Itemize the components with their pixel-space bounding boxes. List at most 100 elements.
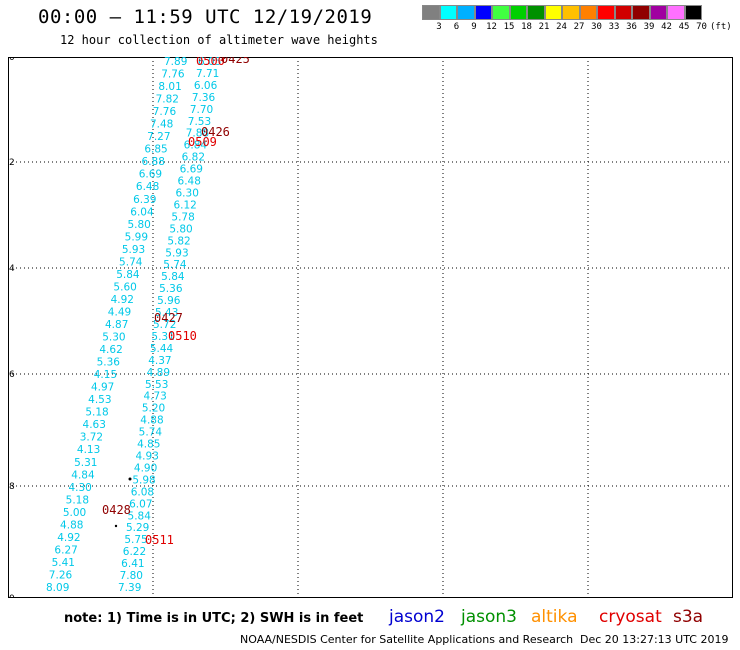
wave-height-label: 4.73 <box>143 391 166 403</box>
wave-height-label: 7.76 <box>161 69 185 81</box>
wave-height-label: 5.84 <box>116 269 140 281</box>
wave-height-label: 5.41 <box>52 557 75 569</box>
wave-height-label: 5.00 <box>63 507 86 519</box>
wave-height-label: 4.37 <box>148 355 171 367</box>
wave-height-label: 3.72 <box>80 432 103 444</box>
wave-height-label: 6.12 <box>173 199 196 211</box>
wave-height-label: 7.82 <box>156 94 179 106</box>
legend-cryosat: cryosat <box>599 607 662 627</box>
wave-height-label: 4.84 <box>71 469 95 481</box>
wave-height-label: 5.93 <box>122 244 145 256</box>
legend-altika: altika <box>531 607 578 627</box>
color-scale-swatch <box>509 5 527 20</box>
wave-height-label: 4.88 <box>60 519 83 531</box>
color-scale-label: 33 <box>608 22 620 32</box>
color-scale-label: 45 <box>678 22 690 32</box>
wave-height-label: 4.97 <box>91 382 114 394</box>
color-scale-label: 36 <box>626 22 637 32</box>
wave-height-label: 5.53 <box>145 379 168 391</box>
wave-height-label: 7.80 <box>120 570 143 582</box>
wave-height-label: 5.96 <box>157 295 181 307</box>
page-title: 00:00 – 11:59 UTC 12/19/2019 <box>38 6 373 28</box>
color-scale-swatch <box>544 5 562 20</box>
wave-height-label: 4.53 <box>88 394 111 406</box>
wave-height-label: 5.84 <box>161 271 185 283</box>
wave-height-label: 6.69 <box>180 164 203 176</box>
lat-tick-label: -36 <box>8 370 15 380</box>
wave-height-label: 7.39 <box>118 582 141 594</box>
color-scale-swatch <box>474 5 492 20</box>
track-marker-dot <box>114 524 118 528</box>
wave-height-label: 6.82 <box>182 152 205 164</box>
wave-height-label: 5.18 <box>66 494 89 506</box>
color-scale-label: 9 <box>471 22 477 32</box>
wave-height-label: 5.80 <box>127 219 150 231</box>
color-scale-label: 42 <box>661 22 672 32</box>
color-scale-label: 12 <box>486 22 497 32</box>
wave-height-label: 4.30 <box>68 482 91 494</box>
color-scale-swatch <box>632 5 650 20</box>
color-scale-label: 15 <box>503 22 515 32</box>
wave-height-label: 7.76 <box>153 106 177 118</box>
color-scale-swatch <box>457 5 475 20</box>
wave-height-label: 4.92 <box>57 532 80 544</box>
color-scale-labels: 3 6 9 12 15 18 21 24 27 30 33 36 39 42 45 70 (ft) <box>422 22 740 34</box>
wave-height-label: 7.48 <box>150 119 173 131</box>
wave-height-label: 4.93 <box>136 451 159 463</box>
wave-height-label: 5.78 <box>171 211 194 223</box>
lat-tick-label: -32 <box>8 158 15 168</box>
wave-height-label: 5.93 <box>165 247 188 259</box>
wave-height-label: 5.36 <box>159 283 183 295</box>
wave-height-label: 6.48 <box>136 181 159 193</box>
wave-height-label: 5.31 <box>74 457 97 469</box>
wave-height-label: 7.71 <box>196 68 219 80</box>
color-scale-label: 6 <box>453 22 460 32</box>
pass-time-label: 0510 <box>168 329 197 343</box>
wave-height-label: 5.84 <box>128 510 152 522</box>
wave-height-map: 757881848790-30-32-34-36-38-407.897.768.… <box>8 57 733 598</box>
wave-height-label: 4.90 <box>134 462 157 474</box>
lat-tick-label: -38 <box>8 482 15 492</box>
wave-height-label: 4.49 <box>108 306 131 318</box>
wave-height-label: 5.80 <box>169 223 192 235</box>
pass-time-label: 0511 <box>145 533 174 547</box>
pass-time-label: 0427 <box>154 311 183 325</box>
wave-height-label: 6.08 <box>131 486 154 498</box>
wave-height-label: 7.27 <box>147 131 170 143</box>
wave-height-label: 6.05 <box>198 57 221 68</box>
wave-height-label: 6.06 <box>194 80 218 92</box>
wave-height-label: 7.53 <box>188 116 211 128</box>
note-text: note: 1) Time is in UTC; 2) SWH is in fe… <box>64 611 364 626</box>
pass-time-label: 0428 <box>102 503 131 517</box>
wave-height-label: 5.30 <box>102 332 125 344</box>
color-scale-label: 24 <box>556 22 567 32</box>
pass-time-label: 0500 <box>196 57 225 68</box>
color-scale-swatch <box>527 5 545 20</box>
color-scale-swatch <box>597 5 615 20</box>
footer-credit: NOAA/NESDIS Center for Satellite Applica… <box>240 633 574 646</box>
wave-height-label: 6.85 <box>144 144 167 156</box>
wave-height-label: 5.60 <box>113 281 136 293</box>
wave-height-label: 4.88 <box>140 415 163 427</box>
wave-height-label: 4.85 <box>137 439 160 451</box>
pass-time-label: 0426 <box>201 125 230 139</box>
wave-height-label: 5.36 <box>97 357 121 369</box>
wave-height-label: 7.26 <box>49 569 73 581</box>
wave-height-label: 5.29 <box>126 522 149 534</box>
map-frame <box>8 57 733 598</box>
wave-height-label: 4.89 <box>147 367 170 379</box>
wave-height-label: 5.18 <box>85 407 108 419</box>
legend-jason3: jason3 <box>461 607 517 627</box>
wave-height-label: 6.07 <box>129 498 152 510</box>
wave-height-label: 4.15 <box>94 369 117 381</box>
wave-height-label: 5.20 <box>142 403 165 415</box>
color-scale-label: 18 <box>521 22 532 32</box>
footer-timestamp: Dec 20 13:27:13 UTC 2019 <box>580 633 729 646</box>
wave-height-label: 6.27 <box>54 544 77 556</box>
wave-height-label: 6.69 <box>139 169 162 181</box>
wave-height-label: 4.13 <box>77 444 100 456</box>
lat-tick-label: -30 <box>8 57 15 63</box>
wave-height-label: 4.62 <box>99 344 122 356</box>
color-scale-swatch <box>614 5 632 20</box>
